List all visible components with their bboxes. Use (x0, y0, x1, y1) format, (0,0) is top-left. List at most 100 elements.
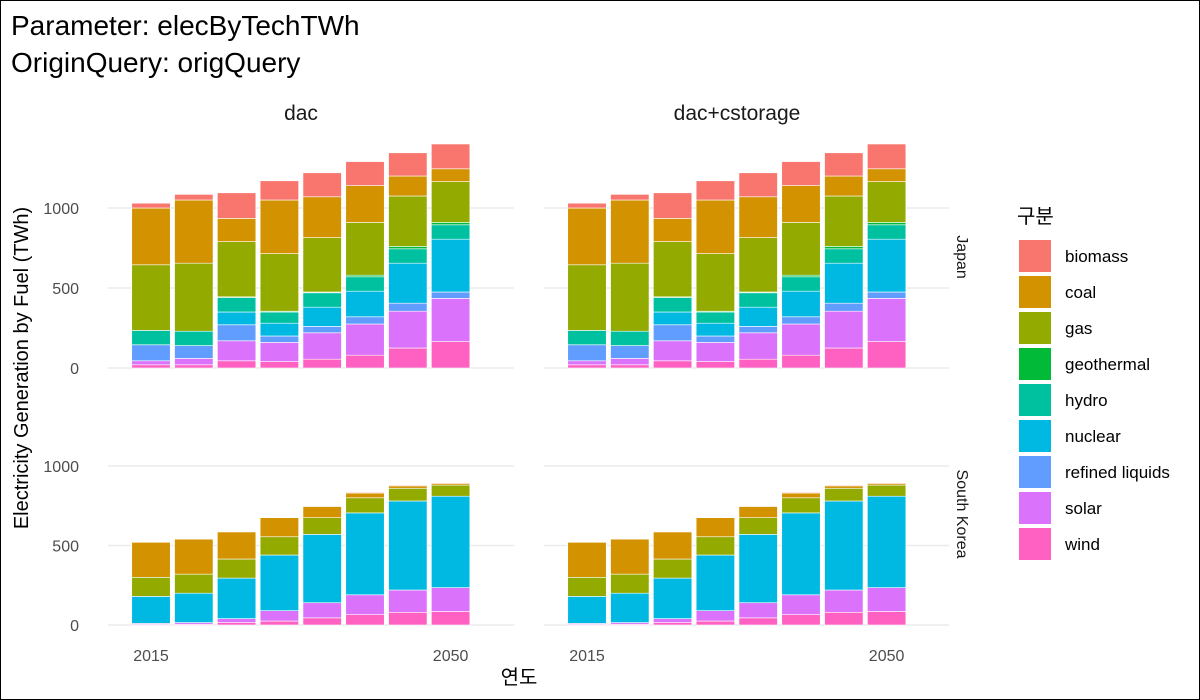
bar-south-korea-dac-cstorage-2035-gas (738, 517, 778, 535)
legend-label-hydro: hydro (1065, 391, 1108, 410)
bar-south-korea-dac-2030-wind (259, 620, 299, 626)
bar-japan-dac-cstorage-2050-wind (867, 341, 907, 369)
bar-south-korea-dac-2015-gas (131, 576, 171, 597)
bar-japan-dac-cstorage-2025-coal (653, 218, 693, 242)
bar-japan-dac-2030-hydro (259, 311, 299, 324)
facet-strip-row-2: South Korea (953, 470, 970, 559)
bar-south-korea-dac-cstorage-2050-nuclear (867, 495, 907, 588)
y-tick-label-r0-0: 0 (70, 361, 79, 378)
bar-japan-dac-2020-solar (174, 358, 214, 366)
legend-label-nuclear: nuclear (1065, 427, 1121, 446)
bar-japan-dac-cstorage-2030-biomass (695, 180, 735, 201)
bar-japan-dac-cstorage-2020-biomass (610, 194, 650, 201)
bar-japan-dac-cstorage-2030-nuclear (695, 322, 735, 337)
x-tick-label-c1-2015: 2015 (569, 648, 605, 665)
bar-japan-dac-2050-coal (431, 168, 471, 182)
bar-japan-dac-2030-coal (259, 199, 299, 254)
bar-japan-dac-cstorage-2045-hydro (824, 248, 864, 264)
bar-japan-dac-cstorage-2020-gas (610, 262, 650, 332)
legend-label-biomass: biomass (1065, 247, 1128, 266)
bar-japan-dac-cstorage-2030-coal (695, 199, 735, 254)
bar-japan-dac-2050-wind (431, 341, 471, 369)
bar-south-korea-dac-2050-nuclear (431, 495, 471, 588)
bar-south-korea-dac-2035-nuclear (302, 534, 342, 604)
bar-south-korea-dac-cstorage-2015-gas (567, 576, 607, 597)
bar-south-korea-dac-2025-solar (217, 618, 257, 623)
bar-south-korea-dac-2025-gas (217, 558, 257, 579)
bar-japan-dac-2030-solar (259, 342, 299, 362)
bar-south-korea-dac-cstorage-2050-solar (867, 587, 907, 612)
bar-south-korea-dac-cstorage-2025-nuclear (653, 577, 693, 619)
bar-south-korea-dac-cstorage-2015-coal (567, 542, 607, 578)
bar-japan-dac-cstorage-2020-refined-liquids (610, 345, 650, 359)
bar-south-korea-dac-2040-biomass (345, 491, 385, 494)
bar-japan-dac-cstorage-2045-wind (824, 347, 864, 369)
legend-label-geothermal: geothermal (1065, 355, 1150, 374)
bar-japan-dac-cstorage-2050-refined-liquids (867, 291, 907, 299)
bar-south-korea-dac-cstorage-2025-solar (653, 618, 693, 623)
bar-japan-dac-2020-hydro (174, 330, 214, 346)
bar-japan-dac-cstorage-2035-biomass (738, 172, 778, 198)
bar-south-korea-dac-cstorage-2045-nuclear (824, 500, 864, 591)
bar-japan-dac-2015-coal (131, 207, 171, 266)
bar-japan-dac-cstorage-2030-solar (695, 342, 735, 362)
bar-japan-dac-cstorage-2045-geothermal (824, 246, 864, 250)
bar-japan-dac-cstorage-2030-hydro (695, 311, 735, 324)
bar-japan-dac-cstorage-2045-nuclear (824, 262, 864, 304)
bar-south-korea-dac-2050-gas (431, 484, 471, 497)
bar-japan-dac-2020-wind (174, 364, 214, 369)
bar-japan-dac-cstorage-2040-nuclear (781, 290, 821, 318)
bar-japan-dac-2020-coal (174, 199, 214, 264)
bar-japan-dac-2040-hydro (345, 276, 385, 292)
bar-japan-dac-cstorage-2025-solar (653, 340, 693, 362)
bar-japan-dac-cstorage-2025-refined-liquids (653, 324, 693, 342)
bar-south-korea-dac-2045-biomass (388, 484, 428, 487)
bar-south-korea-dac-2045-gas (388, 487, 428, 502)
bar-south-korea-dac-2050-solar (431, 587, 471, 612)
bar-south-korea-dac-cstorage-2025-coal (653, 531, 693, 560)
bar-japan-dac-cstorage-2040-biomass (781, 161, 821, 186)
bar-japan-dac-2045-hydro (388, 248, 428, 264)
bar-south-korea-dac-2035-wind (302, 617, 342, 626)
bar-south-korea-dac-2035-solar (302, 602, 342, 619)
bar-japan-dac-2035-hydro (302, 292, 342, 308)
bar-japan-dac-2015-wind (131, 364, 171, 369)
bar-japan-dac-2020-biomass (174, 194, 214, 201)
bar-japan-dac-2030-gas (259, 253, 299, 312)
legend-swatch-solar (1019, 492, 1051, 524)
bar-japan-dac-2040-biomass (345, 161, 385, 186)
bar-south-korea-dac-cstorage-2040-solar (781, 594, 821, 615)
bar-japan-dac-cstorage-2015-hydro (567, 330, 607, 346)
bar-south-korea-dac-2045-nuclear (388, 500, 428, 591)
bar-japan-dac-cstorage-2050-coal (867, 168, 907, 182)
bar-japan-dac-2035-refined-liquids (302, 326, 342, 334)
bar-japan-dac-2045-solar (388, 310, 428, 349)
legend-swatch-gas (1019, 312, 1051, 344)
legend-swatch-hydro (1019, 384, 1051, 416)
bar-japan-dac-cstorage-2025-gas (653, 241, 693, 298)
bar-japan-dac-2050-nuclear (431, 238, 471, 293)
tick-labels: 0 500 1000 0 500 1000 2015 2050 2015 2050 (43, 201, 904, 665)
bar-japan-dac-2030-wind (259, 361, 299, 369)
bar-japan-dac-cstorage-2035-refined-liquids (738, 326, 778, 334)
bar-japan-dac-cstorage-2045-gas (824, 195, 864, 247)
bar-japan-dac-2020-refined-liquids (174, 345, 214, 359)
bar-japan-dac-2025-solar (217, 340, 257, 362)
bar-south-korea-dac-cstorage-2035-nuclear (738, 534, 778, 604)
bar-south-korea-dac-2035-coal (302, 506, 342, 518)
bar-japan-dac-2025-gas (217, 241, 257, 298)
bar-japan-dac-cstorage-2045-biomass (824, 152, 864, 177)
x-axis-title: 연도 (501, 666, 538, 689)
bar-japan-dac-cstorage-2020-solar (610, 358, 650, 366)
bar-japan-dac-cstorage-2040-coal (781, 185, 821, 223)
bar-japan-dac-2025-coal (217, 218, 257, 242)
bar-south-korea-dac-cstorage-2030-wind (695, 620, 735, 626)
bar-japan-dac-cstorage-2035-hydro (738, 292, 778, 308)
bar-japan-dac-2035-nuclear (302, 306, 342, 327)
bar-japan-dac-cstorage-2015-refined-liquids (567, 344, 607, 362)
bar-south-korea-dac-cstorage-2040-coal (781, 492, 821, 499)
bar-japan-dac-2045-geothermal (388, 246, 428, 250)
bar-japan-dac-cstorage-2040-wind (781, 354, 821, 369)
bar-japan-dac-cstorage-2025-wind (653, 360, 693, 369)
